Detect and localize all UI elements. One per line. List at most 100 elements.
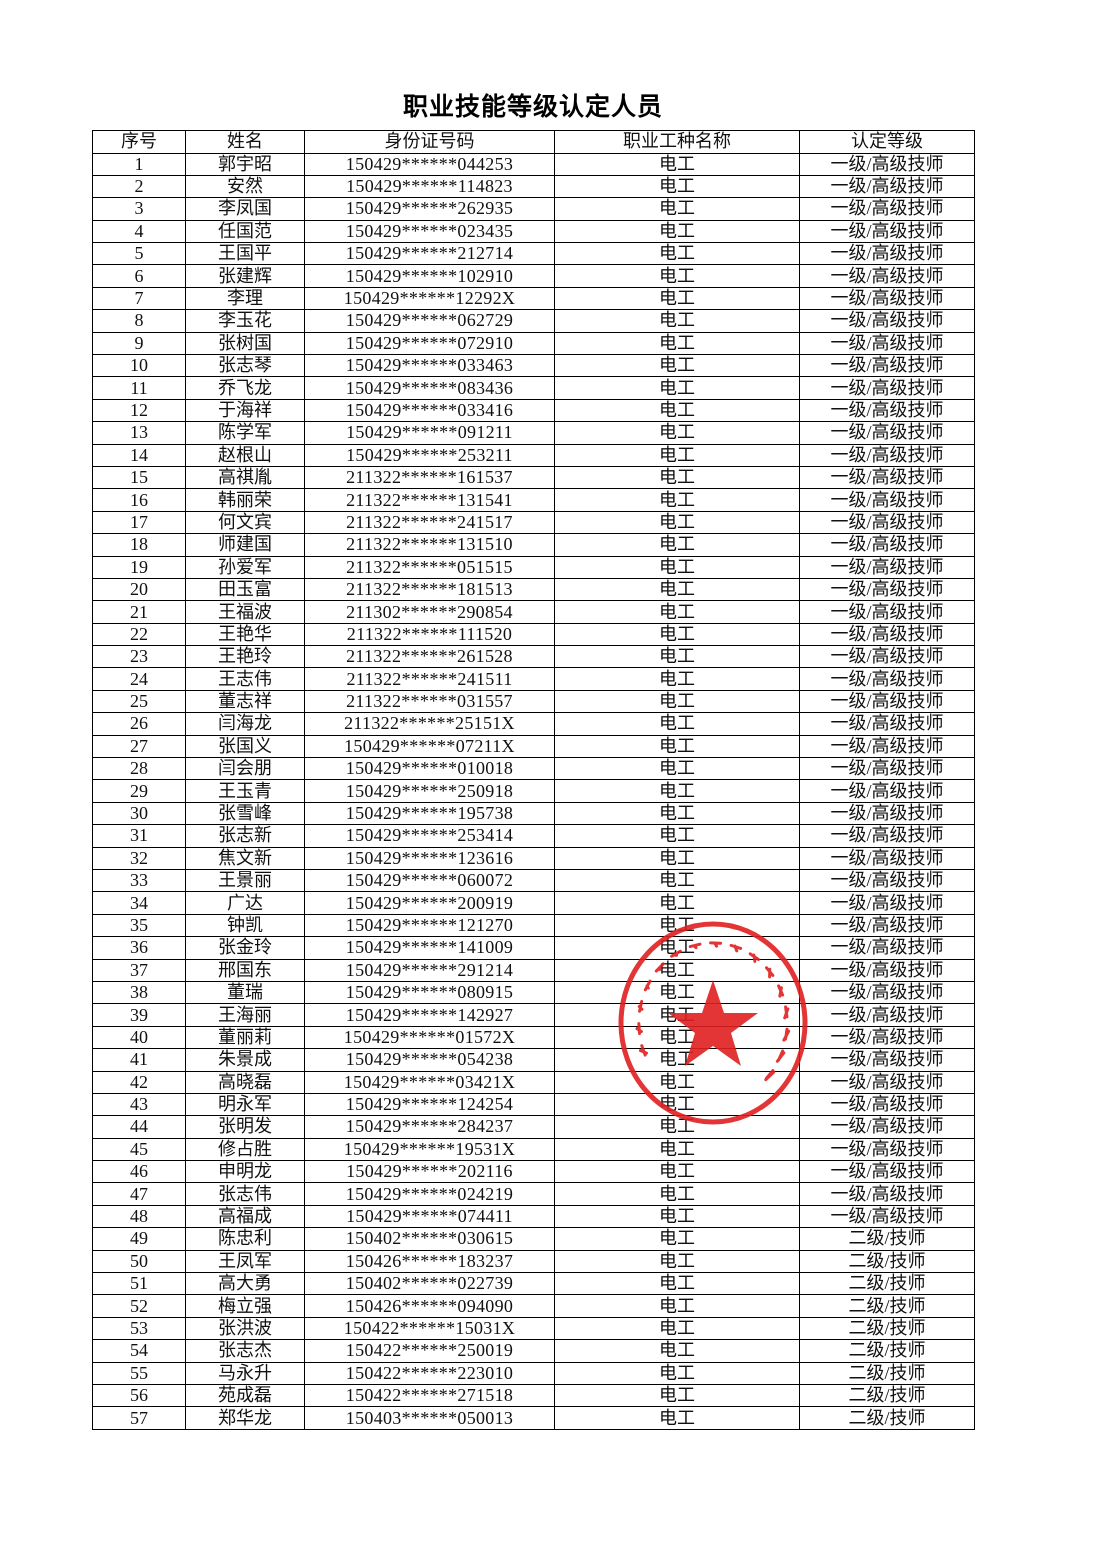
cell-occupation: 电工: [554, 1182, 800, 1206]
cell-name: 高福成: [185, 1204, 305, 1229]
cell-occupation: 电工: [554, 286, 800, 311]
cell-name: 王海丽: [185, 1003, 305, 1027]
cell-name: 王福波: [185, 600, 305, 624]
cell-name: 张洪波: [185, 1316, 305, 1341]
cell-name: 张金玲: [185, 936, 305, 960]
cell-id-number: 150429******12292X: [304, 286, 555, 311]
table-row: 41 朱景成 150429******054238 电工 一级/高级技师: [92, 1048, 975, 1072]
cell-index: 20: [92, 577, 186, 602]
cell-occupation: 电工: [554, 1092, 800, 1117]
cell-name: 张雪峰: [185, 801, 305, 826]
cell-name: 张国义: [185, 734, 305, 759]
cell-occupation: 电工: [554, 1115, 800, 1139]
cell-name: 马永升: [185, 1361, 305, 1385]
cell-level: 一级/高级技师: [799, 174, 975, 199]
cell-name: 董瑞: [185, 980, 305, 1005]
table-row: 11 乔飞龙 150429******083436 电工 一级/高级技师: [92, 376, 975, 400]
cell-level: 一级/高级技师: [799, 1115, 975, 1139]
cell-occupation: 电工: [554, 510, 800, 535]
cell-index: 25: [92, 689, 186, 714]
cell-occupation: 电工: [554, 1048, 800, 1072]
cell-name: 明永军: [185, 1092, 305, 1117]
cell-index: 10: [92, 354, 186, 378]
cell-level: 一级/高级技师: [799, 1025, 975, 1050]
cell-occupation: 电工: [554, 1137, 800, 1162]
cell-index: 43: [92, 1092, 186, 1117]
cell-name: 师建国: [185, 533, 305, 557]
cell-name: 张树国: [185, 331, 305, 356]
table-row: 27 张国义 150429******07211X 电工 一级/高级技师: [92, 734, 975, 759]
cell-occupation: 电工: [554, 1070, 800, 1094]
document-title: 职业技能等级认定人员: [402, 92, 663, 121]
cell-occupation: 电工: [554, 667, 800, 691]
cell-name: 乔飞龙: [185, 376, 305, 400]
cell-index: 42: [92, 1070, 186, 1094]
cell-name: 梅立强: [185, 1294, 305, 1318]
cell-occupation: 电工: [554, 376, 800, 400]
cell-level: 一级/高级技师: [799, 1070, 975, 1094]
cell-level: 二级/技师: [799, 1227, 975, 1251]
cell-id-number: 150422******223010: [304, 1361, 555, 1385]
cell-index: 54: [92, 1339, 186, 1363]
cell-name: 王景丽: [185, 868, 305, 893]
cell-id-number: 150429******072910: [304, 331, 555, 356]
cell-level: 二级/技师: [799, 1383, 975, 1408]
cell-index: 35: [92, 913, 186, 938]
cell-level: 一级/高级技师: [799, 645, 975, 669]
table-row: 33 王景丽 150429******060072 电工 一级/高级技师: [92, 868, 975, 893]
cell-name: 任国范: [185, 219, 305, 244]
cell-id-number: 211302******290854: [304, 600, 555, 624]
cell-level: 一级/高级技师: [799, 398, 975, 423]
table-row: 5 王国平 150429******212714 电工 一级/高级技师: [92, 242, 975, 266]
cell-id-number: 150429******250918: [304, 779, 555, 803]
cell-index: 14: [92, 443, 186, 467]
table-row: 3 李凤国 150429******262935 电工 一级/高级技师: [92, 197, 975, 221]
cell-occupation: 电工: [554, 555, 800, 579]
cell-id-number: 211322******241511: [304, 667, 555, 691]
cell-index: 56: [92, 1383, 186, 1408]
cell-id-number: 150429******03421X: [304, 1070, 555, 1094]
cell-occupation: 电工: [554, 600, 800, 624]
cell-name: 张建辉: [185, 264, 305, 288]
cell-name: 王玉青: [185, 779, 305, 803]
cell-occupation: 电工: [554, 779, 800, 803]
table-row: 46 申明龙 150429******202116 电工 一级/高级技师: [92, 1160, 975, 1184]
cell-occupation: 电工: [554, 533, 800, 557]
cell-level: 一级/高级技师: [799, 1182, 975, 1206]
cell-id-number: 211322******131541: [304, 488, 555, 512]
cell-index: 38: [92, 980, 186, 1005]
table-row: 22 王艳华 211322******111520 电工 一级/高级技师: [92, 622, 975, 647]
cell-id-number: 211322******261528: [304, 645, 555, 669]
cell-id-number: 150426******094090: [304, 1294, 555, 1318]
cell-index: 39: [92, 1003, 186, 1027]
cell-name: 李凤国: [185, 197, 305, 221]
cell-id-number: 150429******033463: [304, 354, 555, 378]
table-row: 37 邢国东 150429******291214 电工 一级/高级技师: [92, 958, 975, 982]
table-row: 49 陈忠利 150402******030615 电工 二级/技师: [92, 1227, 975, 1251]
cell-index: 46: [92, 1160, 186, 1184]
cell-occupation: 电工: [554, 197, 800, 221]
cell-id-number: 150429******102910: [304, 264, 555, 288]
table-row: 18 师建国 211322******131510 电工 一级/高级技师: [92, 533, 975, 557]
table-row: 25 董志祥 211322******031557 电工 一级/高级技师: [92, 689, 975, 714]
cell-id-number: 150429******19531X: [304, 1137, 555, 1162]
cell-index: 1: [92, 152, 186, 176]
cell-index: 30: [92, 801, 186, 826]
cell-index: 15: [92, 465, 186, 490]
cell-id-number: 150429******284237: [304, 1115, 555, 1139]
table-row: 57 郑华龙 150403******050013 电工 二级/技师: [92, 1406, 975, 1430]
cell-name: 王凤军: [185, 1249, 305, 1274]
table-row: 30 张雪峰 150429******195738 电工 一级/高级技师: [92, 801, 975, 826]
cell-level: 一级/高级技师: [799, 1003, 975, 1027]
table-row: 17 何文宾 211322******241517 电工 一级/高级技师: [92, 510, 975, 535]
cell-id-number: 150429******253414: [304, 824, 555, 848]
header-index: 序号: [92, 130, 186, 154]
cell-occupation: 电工: [554, 488, 800, 512]
cell-id-number: 211322******25151X: [304, 712, 555, 736]
cell-index: 22: [92, 622, 186, 647]
cell-id-number: 150429******195738: [304, 801, 555, 826]
cell-index: 51: [92, 1272, 186, 1296]
cell-occupation: 电工: [554, 331, 800, 356]
cell-level: 一级/高级技师: [799, 824, 975, 848]
cell-id-number: 150422******250019: [304, 1339, 555, 1363]
